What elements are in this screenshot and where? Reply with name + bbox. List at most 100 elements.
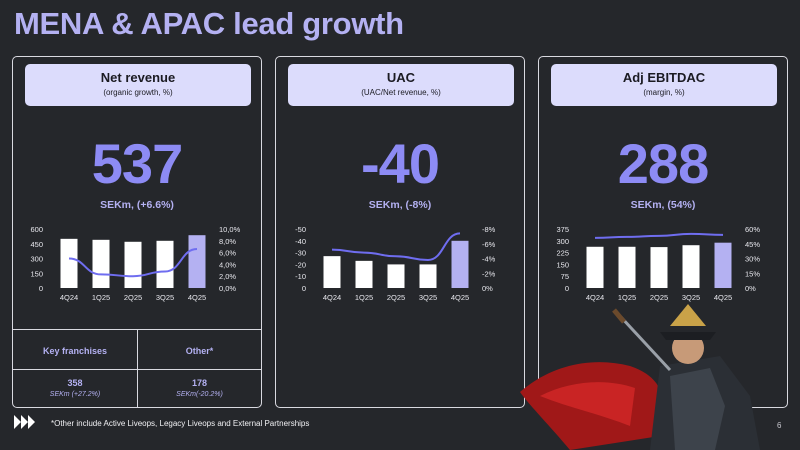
- left-tick-label: 0: [302, 284, 306, 293]
- right-tick-label: 0%: [482, 284, 493, 293]
- value-caption: SEKm, (-8%): [368, 199, 432, 211]
- slide-title: MENA & APAC lead growth: [14, 6, 404, 41]
- right-tick-label: 15%: [745, 269, 760, 278]
- panel-title: Adj EBITDAC: [622, 70, 706, 85]
- bar: [650, 247, 668, 288]
- left-tick-label: 75: [561, 272, 569, 281]
- left-tick-label: 150: [556, 260, 569, 269]
- series-line: [594, 232, 724, 239]
- left-tick-label: 300: [30, 255, 43, 264]
- x-tick-label: 3Q25: [419, 293, 437, 302]
- adj-ebitdac-chart: 375 300 225 150 75 0 60% 45% 30% 15% 0% 4Q24 1Q25 2Q2…: [556, 225, 760, 302]
- x-tick-label: 4Q25: [714, 293, 732, 302]
- right-tick-label: -2%: [482, 269, 496, 278]
- right-tick-label: 0,0%: [219, 284, 236, 293]
- panel-title: UAC: [386, 70, 416, 85]
- bar: [682, 245, 700, 288]
- x-tick-label: 2Q25: [387, 293, 405, 302]
- x-tick-label: 1Q25: [92, 293, 110, 302]
- x-tick-label: 2Q25: [124, 293, 142, 302]
- right-tick-label: -4%: [482, 255, 496, 264]
- bar: [188, 235, 206, 288]
- right-tick-label: 4,0%: [219, 260, 236, 269]
- net-revenue-chart: 600 450 300 150 0 10,0% 8,0% 6,0% 4,0% 2,0% 0,0% 4Q…: [30, 225, 241, 302]
- right-tick-label: 8,0%: [219, 237, 236, 246]
- other-column: Other* 178 SEKm(-20.2%): [137, 330, 261, 408]
- x-tick-label: 4Q25: [451, 293, 469, 302]
- bar: [451, 240, 469, 288]
- x-tick-label: 1Q25: [355, 293, 373, 302]
- other-growth: SEKm(-20.2%): [176, 391, 223, 398]
- left-tick-label: 450: [30, 240, 43, 249]
- series-line: [68, 248, 198, 278]
- big-value: -40: [361, 132, 440, 195]
- right-tick-label: 0%: [745, 284, 756, 293]
- right-tick-label: -8%: [482, 225, 496, 234]
- left-tick-label: 150: [30, 269, 43, 278]
- left-tick-label: 375: [556, 225, 569, 234]
- panel-subtitle: (margin, %): [643, 88, 685, 97]
- big-value: 537: [91, 132, 183, 195]
- left-tick-label: -50: [295, 225, 306, 234]
- panel-header: UAC (UAC/Net revenue, %): [288, 64, 514, 106]
- bar: [355, 260, 373, 288]
- panel-subtitle: (organic growth, %): [103, 88, 173, 97]
- bar: [618, 246, 636, 288]
- key-franchises-growth: SEKm (+27.2%): [49, 391, 101, 398]
- footnote: *Other include Active Liveops, Legacy Li…: [51, 419, 310, 428]
- left-tick-label: -30: [295, 249, 306, 258]
- bar: [586, 246, 604, 288]
- left-tick-label: -10: [295, 272, 306, 281]
- left-tick-label: 225: [556, 249, 569, 258]
- uac-chart: -50 -40 -30 -20 -10 0 -8% -6% -4% -2% 0% 4Q24 1Q25 2Q…: [295, 225, 496, 302]
- bar: [92, 239, 110, 288]
- left-tick-label: 0: [565, 284, 569, 293]
- uac-panel: UAC (UAC/Net revenue, %) -40 SEKm, (-8%)…: [275, 56, 525, 408]
- bar: [323, 256, 341, 288]
- x-tick-label: 2Q25: [650, 293, 668, 302]
- key-franchises-header: Key franchises: [13, 330, 137, 370]
- left-tick-label: -40: [295, 237, 306, 246]
- left-tick-label: 0: [39, 284, 43, 293]
- franchise-table: Key franchises 358 SEKm (+27.2%) Other* …: [13, 329, 261, 408]
- key-franchises-column: Key franchises 358 SEKm (+27.2%): [13, 330, 137, 408]
- x-tick-label: 3Q25: [682, 293, 700, 302]
- x-tick-label: 3Q25: [156, 293, 174, 302]
- key-franchises-value: 358: [67, 378, 83, 388]
- right-tick-label: 10,0%: [219, 225, 241, 234]
- big-value: 288: [617, 132, 709, 195]
- left-tick-label: 300: [556, 237, 569, 246]
- x-tick-label: 4Q24: [60, 293, 78, 302]
- x-tick-label: 4Q25: [188, 293, 206, 302]
- right-tick-label: -6%: [482, 240, 496, 249]
- x-tick-label: 1Q25: [618, 293, 636, 302]
- left-tick-label: 600: [30, 225, 43, 234]
- panel-subtitle: (UAC/Net revenue, %): [361, 88, 441, 97]
- right-tick-label: 30%: [745, 255, 760, 264]
- left-tick-label: -20: [295, 260, 306, 269]
- right-tick-label: 2,0%: [219, 272, 236, 281]
- bar: [156, 240, 174, 288]
- panel-title: Net revenue: [100, 70, 176, 85]
- bar: [387, 264, 405, 288]
- bar: [124, 241, 142, 288]
- bar: [419, 264, 437, 288]
- bar: [60, 238, 78, 288]
- panel-header: Adj EBITDAC (margin, %): [551, 64, 777, 106]
- series-line: [331, 232, 461, 261]
- other-value: 178: [191, 378, 208, 388]
- right-tick-label: 6,0%: [219, 249, 236, 258]
- other-header: Other*: [138, 330, 261, 370]
- page-number: 6: [777, 421, 782, 430]
- adj-ebitdac-panel: Adj EBITDAC (margin, %) 288 SEKm, (54%) …: [538, 56, 788, 408]
- value-caption: SEKm, (+6.6%): [100, 199, 174, 211]
- right-tick-label: 60%: [745, 225, 760, 234]
- warrior-illustration: [520, 304, 760, 450]
- value-caption: SEKm, (54%): [630, 199, 696, 211]
- right-tick-label: 45%: [745, 240, 760, 249]
- company-logo: [14, 415, 35, 429]
- x-tick-label: 4Q24: [323, 293, 341, 302]
- panel-header: Net revenue (organic growth, %): [25, 64, 251, 106]
- x-tick-label: 4Q24: [586, 293, 604, 302]
- bar: [714, 242, 732, 288]
